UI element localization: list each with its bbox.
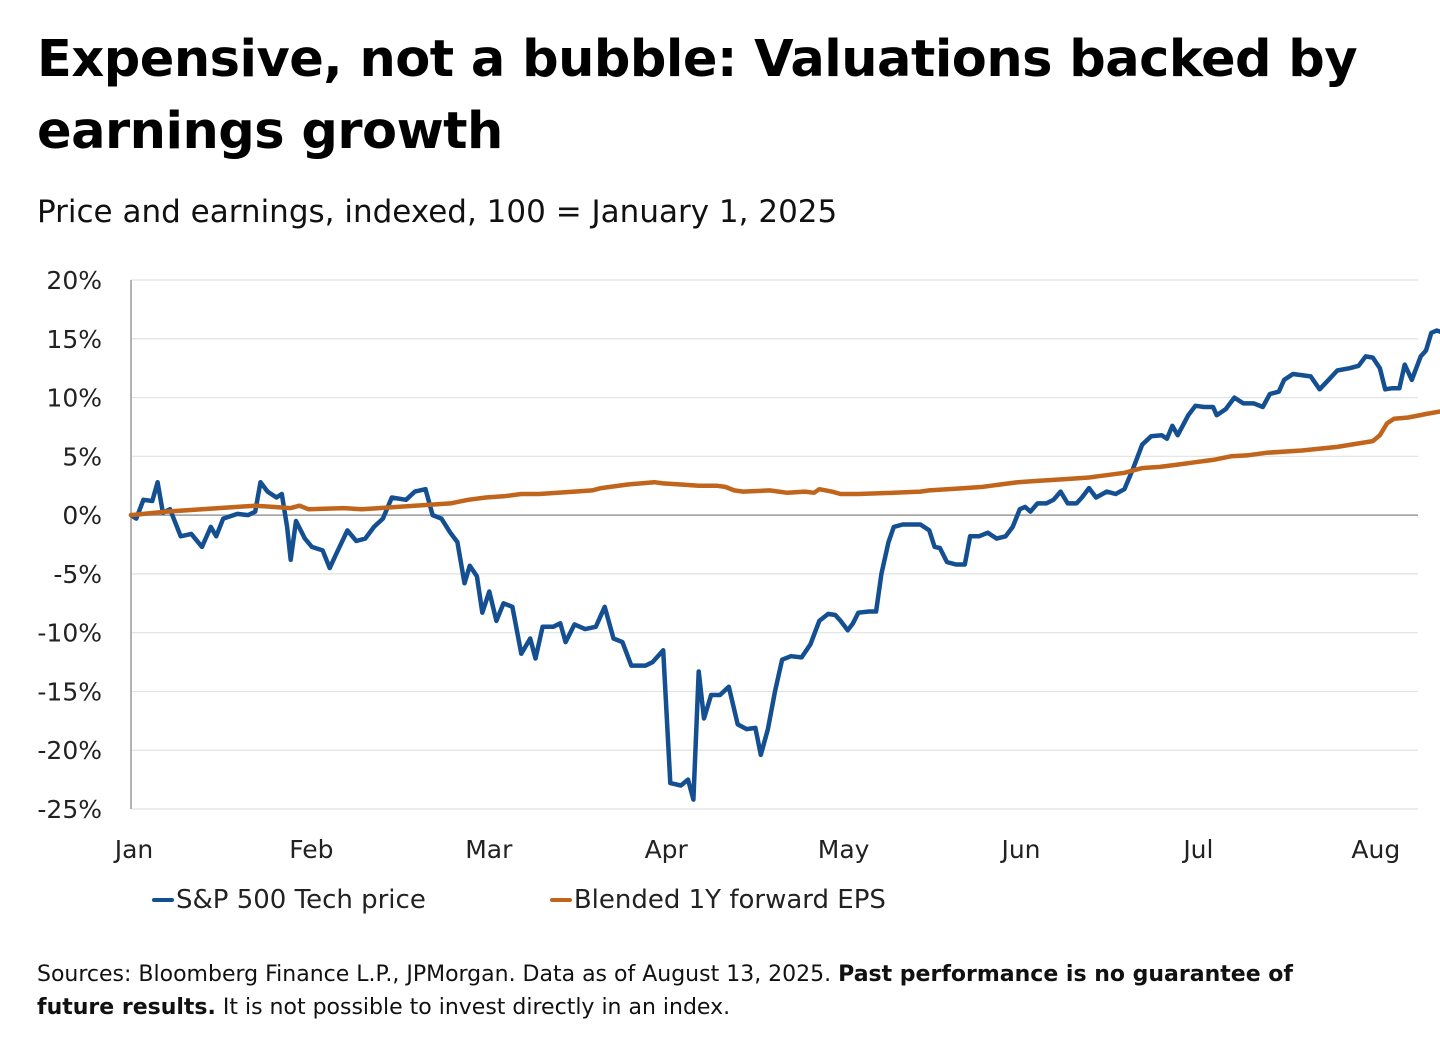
footer-note: Sources: Bloomberg Finance L.P., JPMorga… bbox=[37, 958, 1377, 1024]
y-tick-label: 20% bbox=[46, 266, 102, 295]
y-tick-label: -15% bbox=[37, 677, 102, 706]
series-line-forward-eps bbox=[128, 409, 1440, 518]
y-tick-label: -5% bbox=[53, 560, 102, 589]
footer-sources: Sources: Bloomberg Finance L.P., JPMorga… bbox=[37, 962, 839, 987]
series-line-sp500-tech-price bbox=[128, 328, 1440, 802]
x-tick-label: Apr bbox=[645, 835, 689, 864]
footer-disclaimer-bold: Past performance is no guarantee of futu… bbox=[37, 962, 1293, 1020]
footer-disclaimer: It is not possible to invest directly in… bbox=[215, 995, 731, 1020]
y-tick-label: 10% bbox=[46, 384, 102, 413]
legend-item-sp500-tech-price: S&P 500 Tech price bbox=[152, 885, 426, 915]
y-tick-label: 5% bbox=[62, 442, 102, 471]
x-tick-label: Aug bbox=[1351, 835, 1400, 864]
y-tick-label: -10% bbox=[37, 619, 102, 648]
y-tick-label: 15% bbox=[46, 325, 102, 354]
legend-swatch-orange bbox=[549, 898, 572, 902]
x-tick-label: Mar bbox=[465, 835, 513, 864]
y-axis-tick-labels: 20% 15% 10% 5% 0% -5% -10% -15% -20% -25% bbox=[37, 266, 102, 824]
y-tick-label: -25% bbox=[37, 795, 102, 824]
axes bbox=[130, 280, 1418, 809]
legend-label-sp500-tech-price: S&P 500 Tech price bbox=[176, 885, 426, 915]
chart-subtitle: Price and earnings, indexed, 100 = Janua… bbox=[37, 194, 838, 230]
line-chart: 20% 15% 10% 5% 0% -5% -10% -15% -20% -25% Jan Feb M… bbox=[37, 266, 1440, 864]
x-axis-tick-labels: Jan Feb Mar Apr May Jun Jul Aug bbox=[113, 835, 1400, 864]
x-tick-label: Jun bbox=[999, 835, 1040, 864]
legend-label-forward-eps: Blended 1Y forward EPS bbox=[573, 885, 886, 915]
x-tick-label: Feb bbox=[289, 835, 333, 864]
legend-item-forward-eps: Blended 1Y forward EPS bbox=[549, 885, 886, 915]
y-tick-label: 0% bbox=[62, 501, 102, 530]
x-tick-label: May bbox=[818, 835, 870, 864]
legend-swatch-blue bbox=[152, 898, 174, 902]
chart-legend: S&P 500 Tech price Blended 1Y forward EP… bbox=[152, 880, 1010, 920]
y-tick-label: -20% bbox=[37, 736, 102, 765]
series-lines bbox=[128, 328, 1440, 802]
x-tick-label: Jul bbox=[1181, 835, 1213, 864]
gridlines bbox=[131, 279, 1418, 810]
chart-title: Expensive, not a bubble: Valuations back… bbox=[37, 30, 1358, 161]
x-tick-label: Jan bbox=[113, 835, 154, 864]
